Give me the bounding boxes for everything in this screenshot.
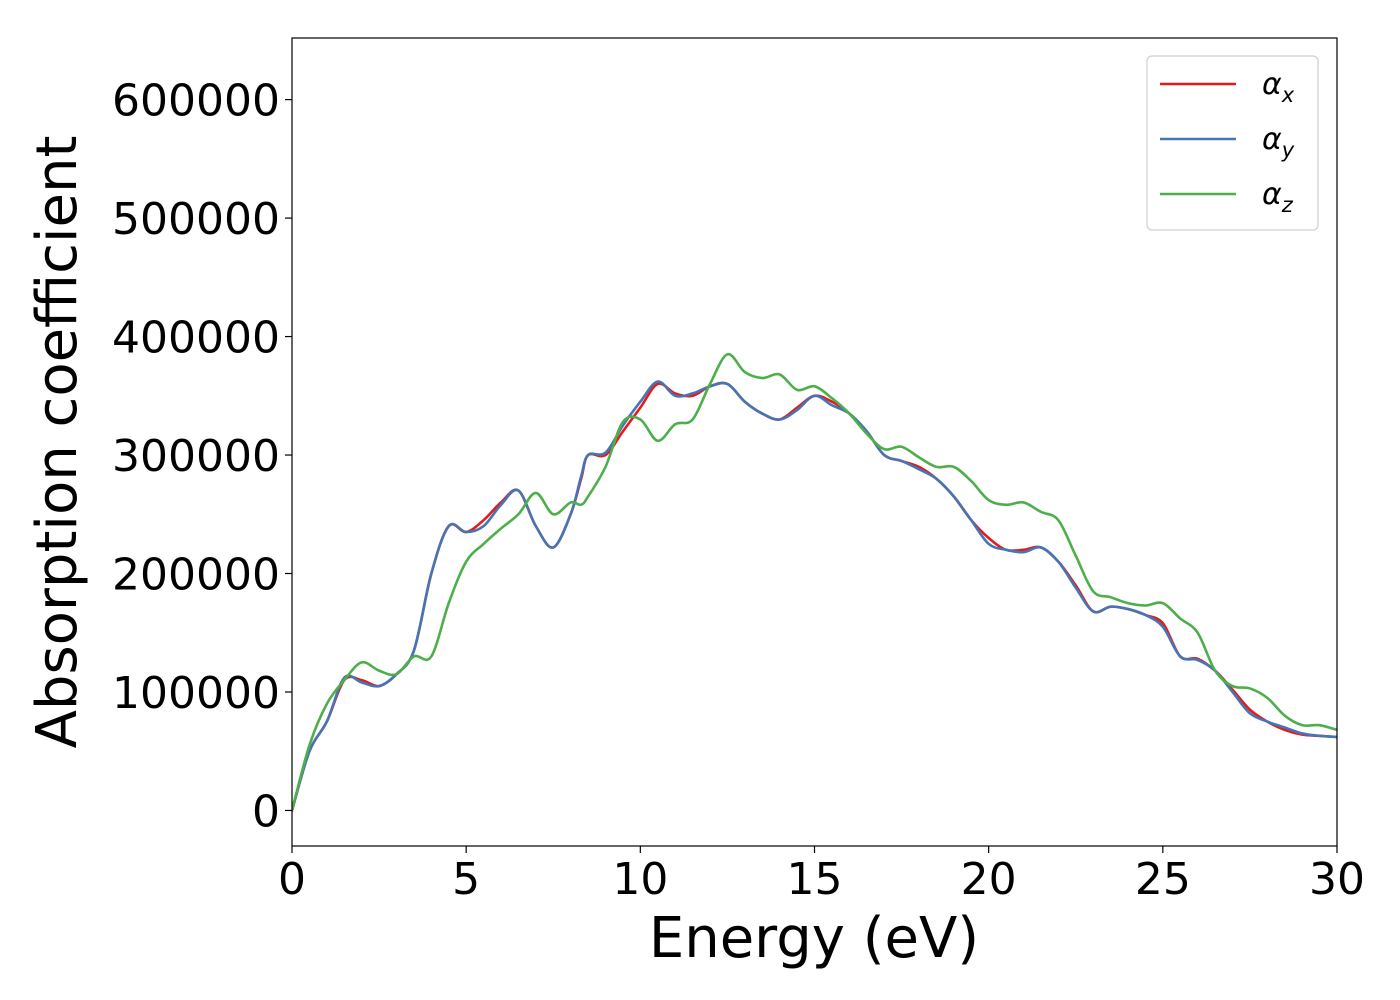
x-tick-label: 25 bbox=[1135, 854, 1191, 905]
series-layer bbox=[292, 353, 1337, 812]
x-tick-label: 0 bbox=[278, 854, 306, 905]
legend-label-z: αz bbox=[1262, 177, 1294, 217]
y-tick-label: 400000 bbox=[112, 313, 280, 364]
y-tick-label: 600000 bbox=[112, 76, 280, 127]
series-line-y bbox=[292, 380, 1337, 812]
y-tick-label: 100000 bbox=[112, 668, 280, 719]
legend: αx αy αz bbox=[1146, 55, 1319, 231]
x-tick-label: 10 bbox=[612, 854, 668, 905]
x-tick-label: 20 bbox=[961, 854, 1017, 905]
x-axis: 0 5 10 15 20 25 30 bbox=[278, 846, 1365, 905]
x-axis-title: Energy (eV) bbox=[649, 906, 979, 971]
x-tick-label: 15 bbox=[787, 854, 843, 905]
y-tick-label: 500000 bbox=[112, 194, 280, 245]
y-tick-label: 300000 bbox=[112, 431, 280, 482]
series-line-z bbox=[292, 353, 1337, 812]
legend-box bbox=[1146, 55, 1319, 231]
legend-label-y: αy bbox=[1262, 122, 1295, 162]
legend-label-x: αx bbox=[1262, 67, 1295, 107]
x-tick-label: 5 bbox=[452, 854, 480, 905]
y-axis: 0 100000 200000 300000 400000 500000 600000 bbox=[112, 76, 292, 837]
y-axis-title: Absorption coefficient bbox=[25, 136, 90, 749]
x-tick-label: 30 bbox=[1309, 854, 1365, 905]
y-tick-label: 200000 bbox=[112, 550, 280, 601]
y-tick-label: 0 bbox=[252, 786, 280, 837]
